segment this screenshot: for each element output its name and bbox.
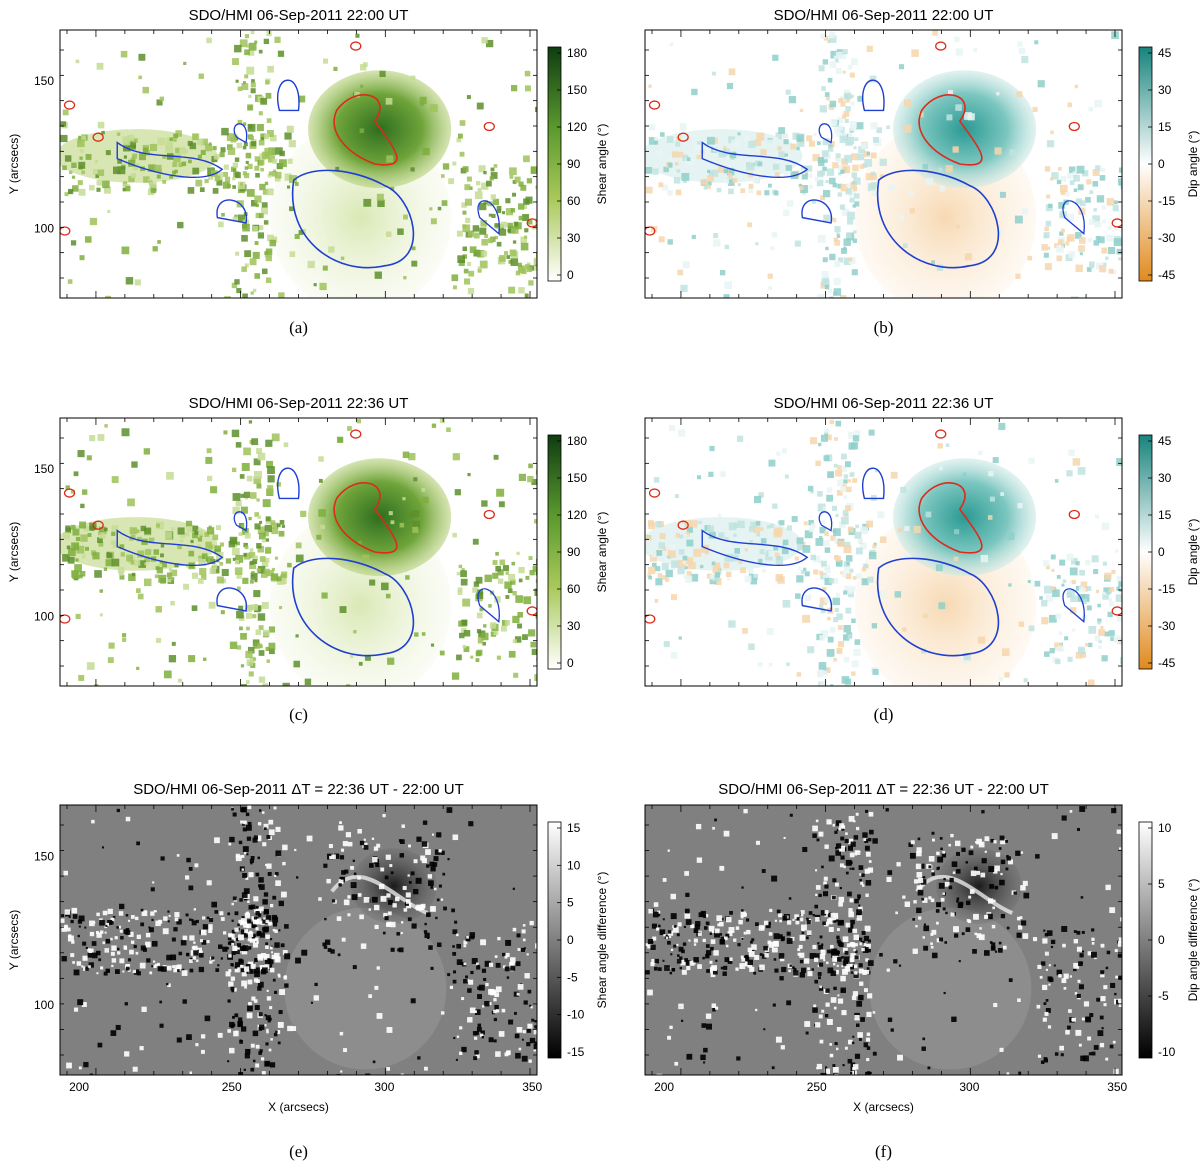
panel-caption: (f) [875, 1142, 892, 1161]
colorbar-tick-label: 0 [567, 268, 574, 282]
colorbar-tick-label: -5 [1158, 989, 1169, 1003]
colorbar-tick-label: 30 [1158, 83, 1172, 97]
panel-title: SDO/HMI 06-Sep-2011 ΔT = 22:36 UT - 22:0… [718, 781, 1049, 798]
x-tick-label: 350 [1107, 1080, 1127, 1094]
colorbar-tick-label: 180 [567, 46, 587, 60]
colorbar-tick-label: 15 [1158, 508, 1172, 522]
colorbar-label: Dip angle (°) [1186, 131, 1200, 198]
y-tick-label: 100 [34, 998, 54, 1012]
panel-caption: (e) [289, 1142, 308, 1161]
x-tick-label: 300 [959, 1080, 979, 1094]
colorbar-tick-label: 10 [567, 858, 581, 872]
colorbar-tick-label: 5 [1158, 877, 1165, 891]
y-tick-label: 150 [34, 74, 54, 88]
colorbar-tick-label: -45 [1158, 268, 1176, 282]
panel-f: 200 250 300 350 X (arcsecs) SDO/HMI 06-Sep-20… [644, 781, 1200, 1161]
colorbar-label: Dip angle difference (°) [1186, 879, 1200, 1002]
colorbar-tick-label: -45 [1158, 656, 1176, 670]
panel-title: SDO/HMI 06-Sep-2011 ΔT = 22:36 UT - 22:0… [133, 781, 464, 798]
colorbar-label: Dip angle (°) [1186, 519, 1200, 586]
x-tick-label: 250 [807, 1080, 827, 1094]
y-axis-label: Y (arcsecs) [7, 134, 21, 194]
y-tick-label: 100 [34, 609, 54, 623]
colorbar-tick-label: 150 [567, 83, 587, 97]
colorbar-tick-label: 45 [1158, 46, 1172, 60]
colorbar-tick-label: 15 [567, 821, 581, 835]
colorbar-tick-label: 30 [567, 231, 581, 245]
x-axis-label: X (arcsecs) [268, 1100, 329, 1114]
colorbar-tick-label: 0 [567, 656, 574, 670]
colorbar-tick-label: 30 [1158, 471, 1172, 485]
x-tick-label: 300 [374, 1080, 394, 1094]
colorbar-tick-label: -15 [567, 1045, 585, 1059]
colorbar-tick-label: -15 [1158, 194, 1176, 208]
colorbar-tick-label: 30 [567, 619, 581, 633]
colorbar-tick-label: -10 [1158, 1045, 1176, 1059]
map-image [60, 30, 537, 298]
x-tick-label: 200 [654, 1080, 674, 1094]
colorbar-label: Shear angle (°) [595, 512, 609, 593]
colorbar-tick-label: 0 [1158, 545, 1165, 559]
panel-caption: (c) [289, 705, 308, 724]
y-tick-label: 150 [34, 462, 54, 476]
colorbar-tick-label: 120 [567, 508, 587, 522]
panel-caption: (a) [289, 318, 308, 337]
colorbar-tick-label: 5 [567, 896, 574, 910]
panel-title: SDO/HMI 06-Sep-2011 22:36 UT [189, 395, 409, 412]
colorbar-tick-label: 0 [1158, 157, 1165, 171]
colorbar-tick-label: -30 [1158, 619, 1176, 633]
y-axis-label: Y (arcsecs) [7, 522, 21, 582]
x-tick-label: 350 [522, 1080, 542, 1094]
y-axis-label: Y (arcsecs) [7, 910, 21, 970]
map-image [60, 805, 537, 1075]
colorbar-tick-label: -15 [1158, 582, 1176, 596]
panel-title: SDO/HMI 06-Sep-2011 22:00 UT [189, 7, 409, 24]
panel-c: 150 100 Y (arcsecs) SDO/HMI 06-Sep-2011 22:… [7, 395, 609, 724]
colorbar-label: Shear angle difference (°) [595, 872, 609, 1009]
y-tick-label: 150 [34, 849, 54, 863]
map-image [60, 418, 537, 686]
panel-caption: (b) [874, 318, 894, 337]
colorbar-tick-label: 0 [1158, 933, 1165, 947]
map-image [645, 419, 1122, 686]
colorbar-tick-label: 120 [567, 120, 587, 134]
colorbar-tick-label: 150 [567, 471, 587, 485]
colorbar-tick-label: -5 [567, 970, 578, 984]
x-tick-label: 250 [222, 1080, 242, 1094]
y-tick-label: 100 [34, 221, 54, 235]
panel-a: 150 100 Y (arcsecs) SDO/HMI 06-Sep-2011 22:… [7, 7, 609, 337]
colorbar-tick-label: 60 [567, 582, 581, 596]
panel-caption: (d) [874, 705, 894, 724]
colorbar-tick-label: 90 [567, 157, 581, 171]
map-image [645, 806, 1122, 1075]
colorbar-label: Shear angle (°) [595, 124, 609, 205]
colorbar-tick-label: 90 [567, 545, 581, 559]
panel-d: SDO/HMI 06-Sep-2011 22:36 UT (d) 45 30 15 0 -1… [644, 395, 1200, 724]
x-tick-label: 200 [69, 1080, 89, 1094]
colorbar-tick-label: 180 [567, 434, 587, 448]
colorbar-tick-label: 60 [567, 194, 581, 208]
colorbar-tick-label: -30 [1158, 231, 1176, 245]
colorbar-tick-label: 15 [1158, 120, 1172, 134]
map-image [645, 30, 1122, 298]
colorbar-tick-label: 45 [1158, 434, 1172, 448]
panel-b: SDO/HMI 06-Sep-2011 22:00 UT (b) 45 30 15 0 -1… [644, 7, 1200, 337]
panel-title: SDO/HMI 06-Sep-2011 22:00 UT [774, 7, 994, 24]
colorbar-tick-label: 0 [567, 933, 574, 947]
colorbar-tick-label: -10 [567, 1008, 585, 1022]
x-axis-label: X (arcsecs) [853, 1100, 914, 1114]
panel-title: SDO/HMI 06-Sep-2011 22:36 UT [774, 395, 994, 412]
colorbar-tick-label: 10 [1158, 821, 1172, 835]
